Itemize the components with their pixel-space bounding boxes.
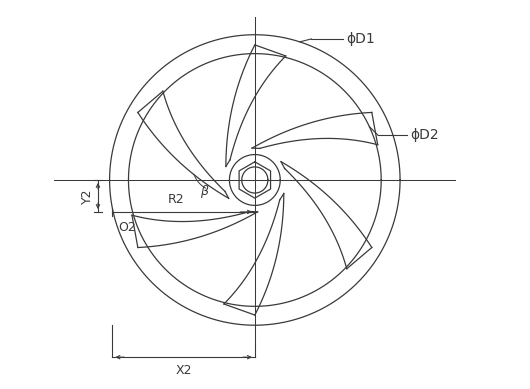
Text: ϕD1: ϕD1: [346, 32, 375, 46]
Text: β: β: [200, 185, 208, 198]
Text: X2: X2: [175, 364, 192, 377]
Text: O2: O2: [118, 221, 136, 234]
Text: R2: R2: [168, 193, 185, 206]
Text: Y2: Y2: [81, 188, 94, 204]
Text: ϕD2: ϕD2: [410, 128, 439, 142]
